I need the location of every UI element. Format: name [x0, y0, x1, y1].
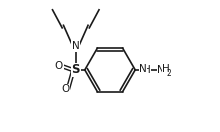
- Text: 2: 2: [167, 69, 171, 78]
- Text: O: O: [55, 61, 63, 71]
- Text: N: N: [139, 64, 147, 74]
- Text: S: S: [72, 63, 80, 76]
- Text: H: H: [143, 65, 151, 75]
- Text: O: O: [61, 84, 70, 94]
- Text: H: H: [162, 64, 170, 74]
- Text: N: N: [157, 65, 165, 75]
- Text: N: N: [72, 41, 80, 51]
